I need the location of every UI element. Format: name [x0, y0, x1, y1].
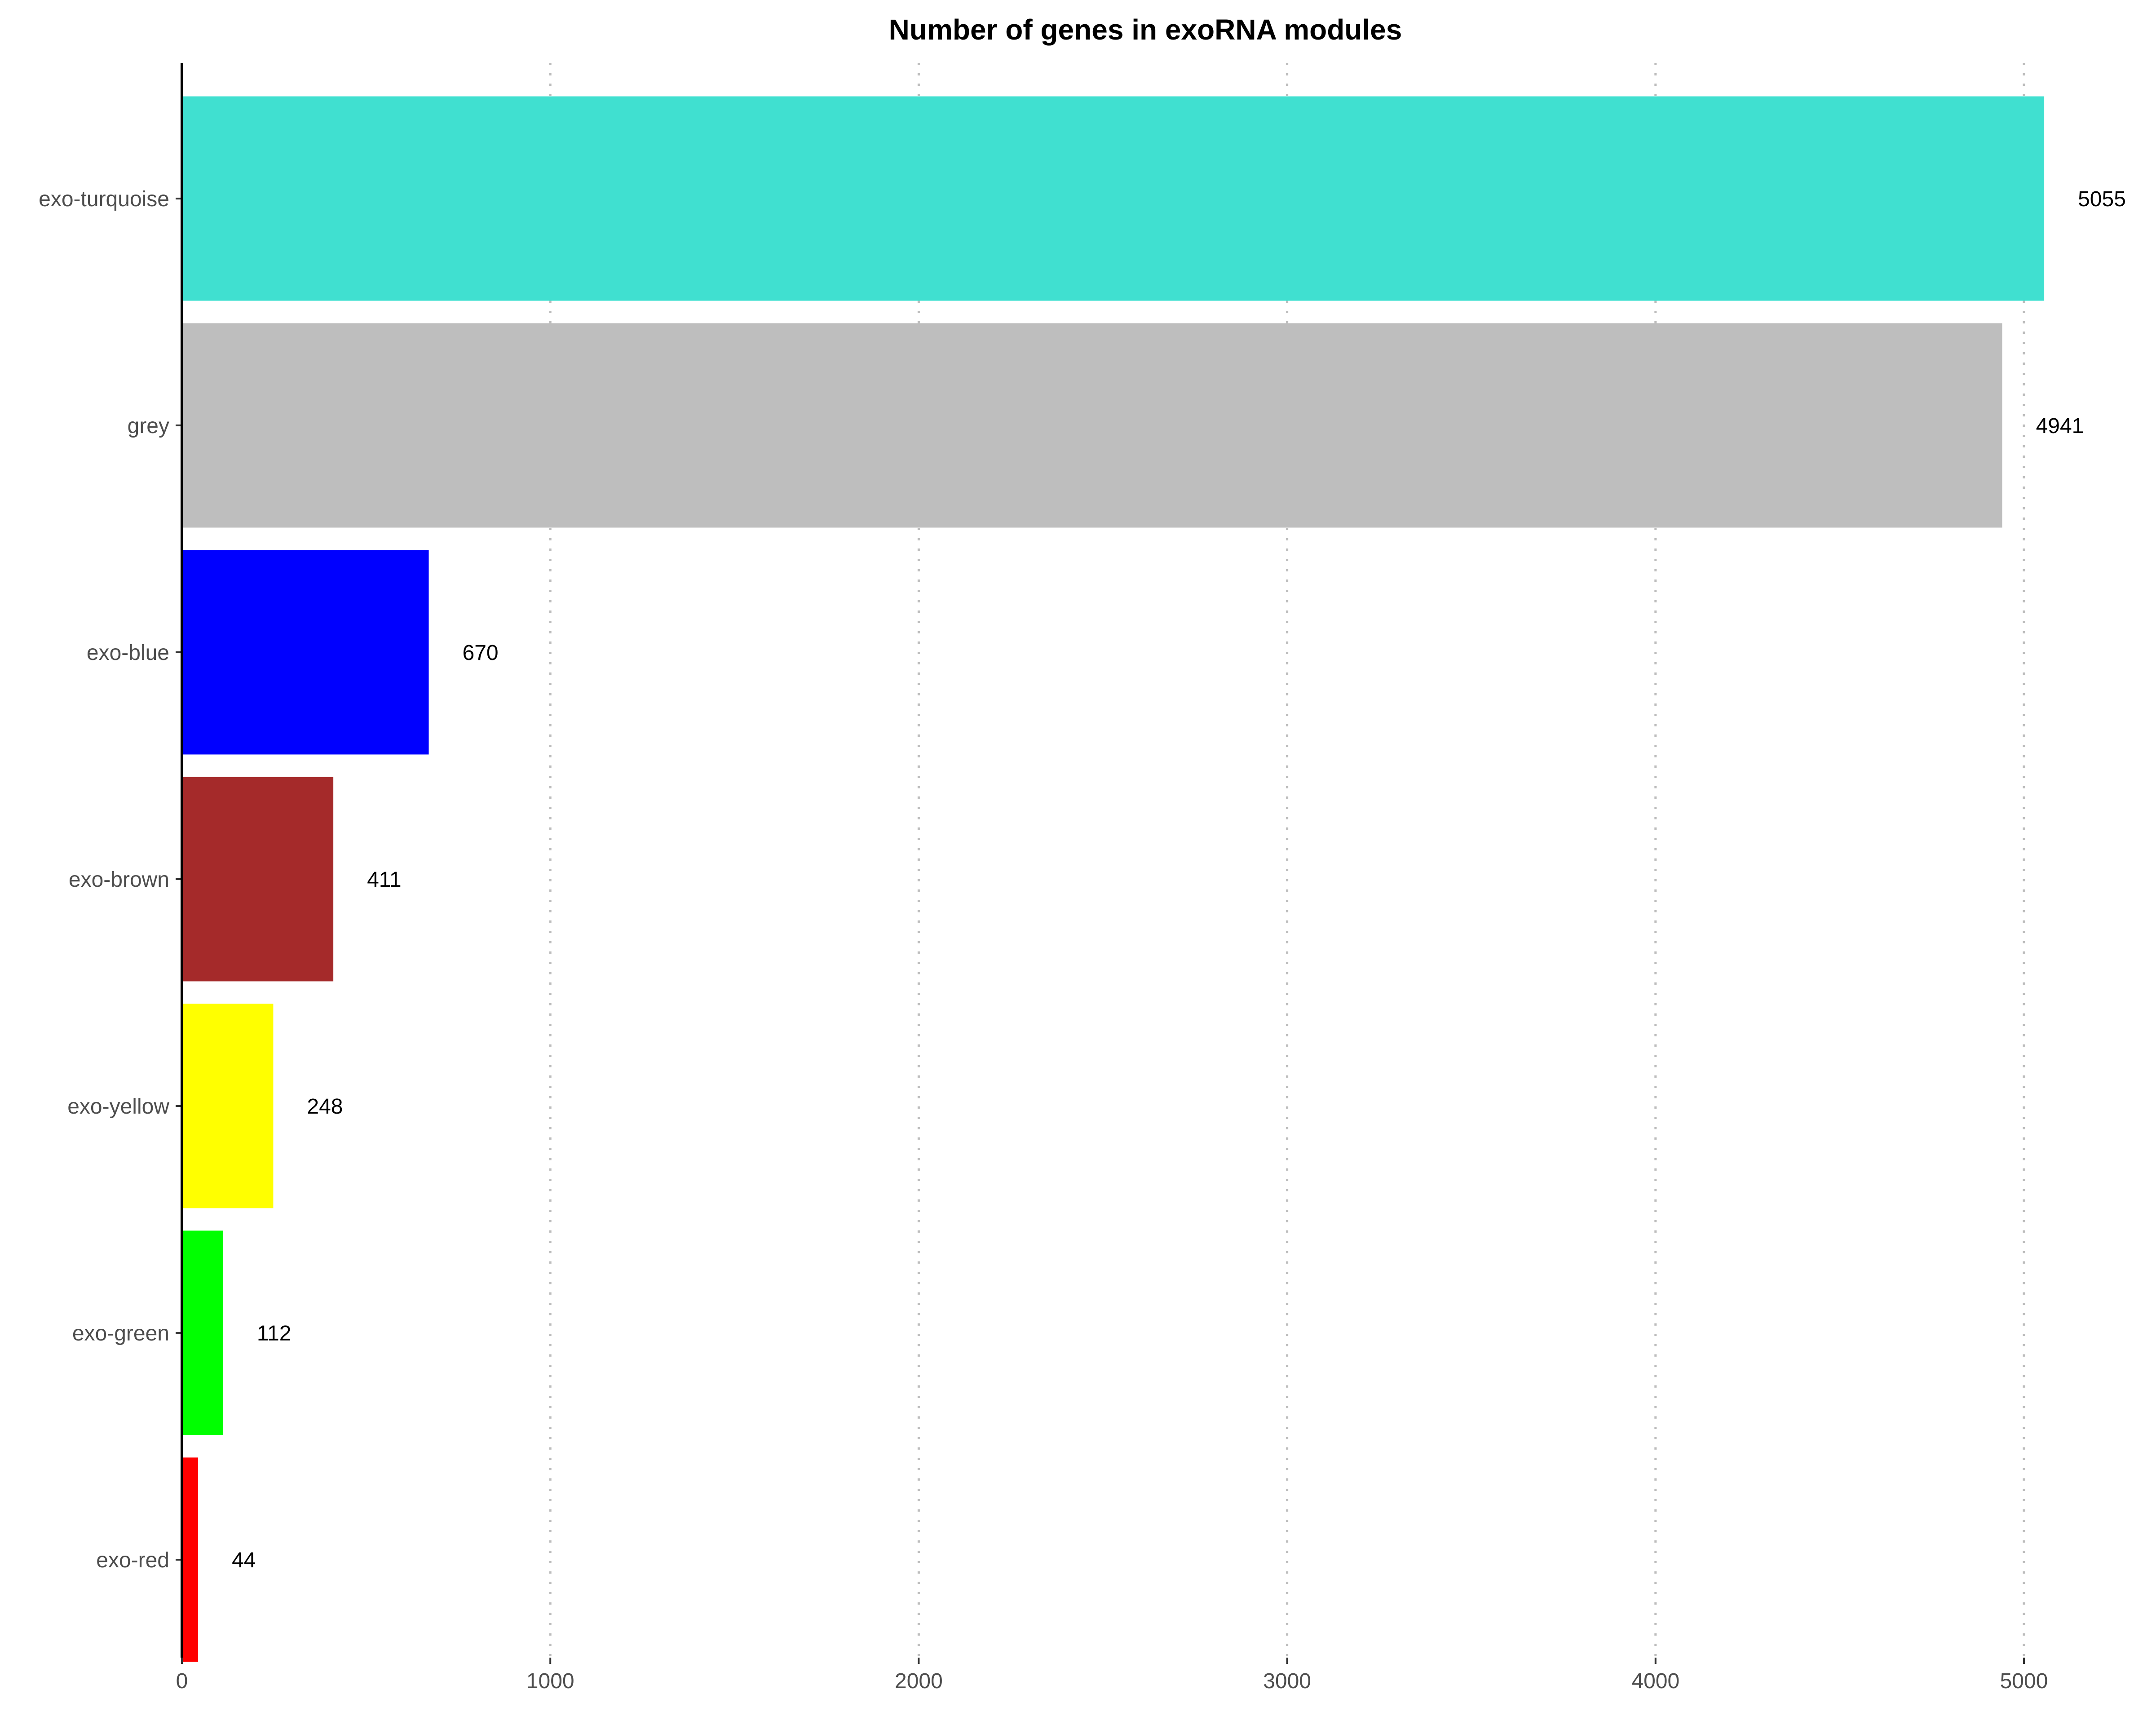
x-tick-label-3000: 3000	[1263, 1669, 1311, 1693]
y-tick-label-exo-green: exo-green	[72, 1322, 169, 1345]
x-tick-label-5000: 5000	[2000, 1669, 2048, 1693]
x-tick-label-1000: 1000	[526, 1669, 574, 1693]
y-tick-label-exo-red: exo-red	[96, 1548, 169, 1572]
bar-exo-green	[182, 1230, 223, 1435]
x-tick-label-0: 0	[176, 1669, 188, 1693]
bar-exo-red	[182, 1457, 199, 1662]
bar-grey	[182, 323, 2002, 528]
bars	[182, 96, 2045, 1662]
y-axis-ticks: exo-turquoise grey exo-blue exo-brown exo-ye…	[39, 187, 182, 1572]
bar-exo-brown	[182, 777, 334, 982]
y-tick-label-grey: grey	[128, 414, 169, 438]
value-label-exo-yellow: 248	[307, 1095, 343, 1119]
grid-lines	[549, 63, 2025, 1658]
data-labels: 5055 4941 670 411 248 112 44	[232, 187, 2126, 1572]
value-label-grey: 4941	[2036, 414, 2084, 438]
value-label-exo-turquoise: 5055	[2078, 187, 2126, 211]
bar-exo-yellow	[182, 1004, 274, 1208]
y-tick-label-exo-brown: exo-brown	[69, 868, 169, 892]
y-tick-label-exo-blue: exo-blue	[87, 641, 169, 665]
y-tick-label-exo-turquoise: exo-turquoise	[39, 187, 169, 211]
bar-exo-blue	[182, 550, 429, 755]
value-label-exo-blue: 670	[463, 641, 499, 665]
x-tick-label-2000: 2000	[895, 1669, 943, 1693]
x-axis-ticks: 0 1000 2000 3000 4000 5000	[176, 1658, 2048, 1693]
value-label-exo-green: 112	[257, 1322, 292, 1345]
value-label-exo-brown: 411	[367, 868, 402, 892]
bar-exo-turquoise	[182, 96, 2045, 301]
x-tick-label-4000: 4000	[1631, 1669, 1679, 1693]
y-tick-label-exo-yellow: exo-yellow	[67, 1095, 169, 1119]
chart-title: Number of genes in exoRNA modules	[889, 13, 1402, 46]
value-label-exo-red: 44	[232, 1548, 256, 1572]
